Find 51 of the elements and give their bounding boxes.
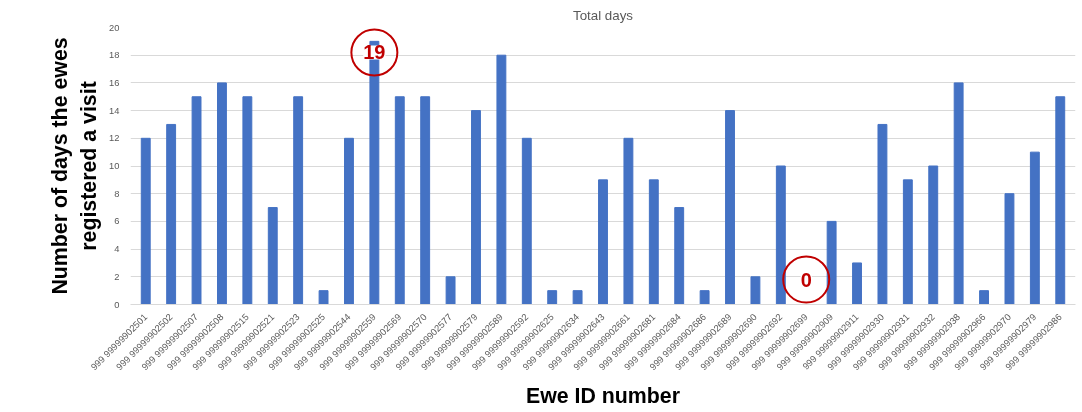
bar	[420, 96, 431, 305]
bar	[902, 179, 913, 305]
bar	[750, 276, 761, 305]
bar	[471, 110, 481, 305]
bar	[521, 137, 532, 305]
y-tick-label: 8	[114, 188, 120, 199]
bar	[166, 123, 177, 305]
bar	[267, 207, 278, 305]
y-tick-label: 20	[109, 22, 120, 33]
bar	[699, 290, 710, 305]
bar	[623, 137, 634, 305]
bar	[598, 179, 608, 305]
y-tick-label: 16	[109, 77, 120, 88]
bar	[826, 220, 837, 305]
bar	[928, 165, 939, 305]
bar	[547, 290, 558, 305]
bar	[496, 54, 507, 305]
x-axis-title: Ewe ID number	[525, 383, 681, 408]
y-axis-title: Number of days the ewes registered a visit	[48, 37, 102, 295]
bar	[140, 137, 151, 305]
bar	[852, 262, 862, 305]
bar	[979, 290, 989, 305]
bar	[877, 123, 888, 305]
bar	[191, 96, 202, 305]
chart-title: Total days	[573, 7, 634, 23]
y-tick-label: 4	[114, 244, 120, 255]
bar	[775, 165, 786, 305]
bar	[394, 96, 405, 305]
y-tick-label: 0	[114, 299, 120, 310]
y-tick-label: 10	[109, 161, 120, 171]
bar	[1029, 151, 1040, 305]
bar	[217, 82, 227, 305]
annotation: 0	[800, 268, 812, 291]
y-tick-label: 6	[114, 216, 120, 227]
bar	[572, 290, 583, 305]
bar	[1055, 96, 1066, 305]
annotation: 19	[363, 41, 386, 64]
bar	[674, 207, 685, 305]
bar	[242, 96, 253, 305]
bar	[293, 96, 304, 305]
y-tick-label: 18	[109, 50, 120, 61]
bar	[344, 137, 354, 305]
bar	[725, 110, 735, 305]
bar	[318, 290, 329, 305]
bar	[1004, 193, 1015, 305]
y-tick-label: 2	[114, 271, 120, 282]
bar	[648, 179, 659, 305]
bar	[953, 82, 964, 305]
y-tick-label: 14	[109, 105, 120, 116]
bar	[445, 276, 456, 305]
y-tick-label: 12	[109, 133, 120, 144]
